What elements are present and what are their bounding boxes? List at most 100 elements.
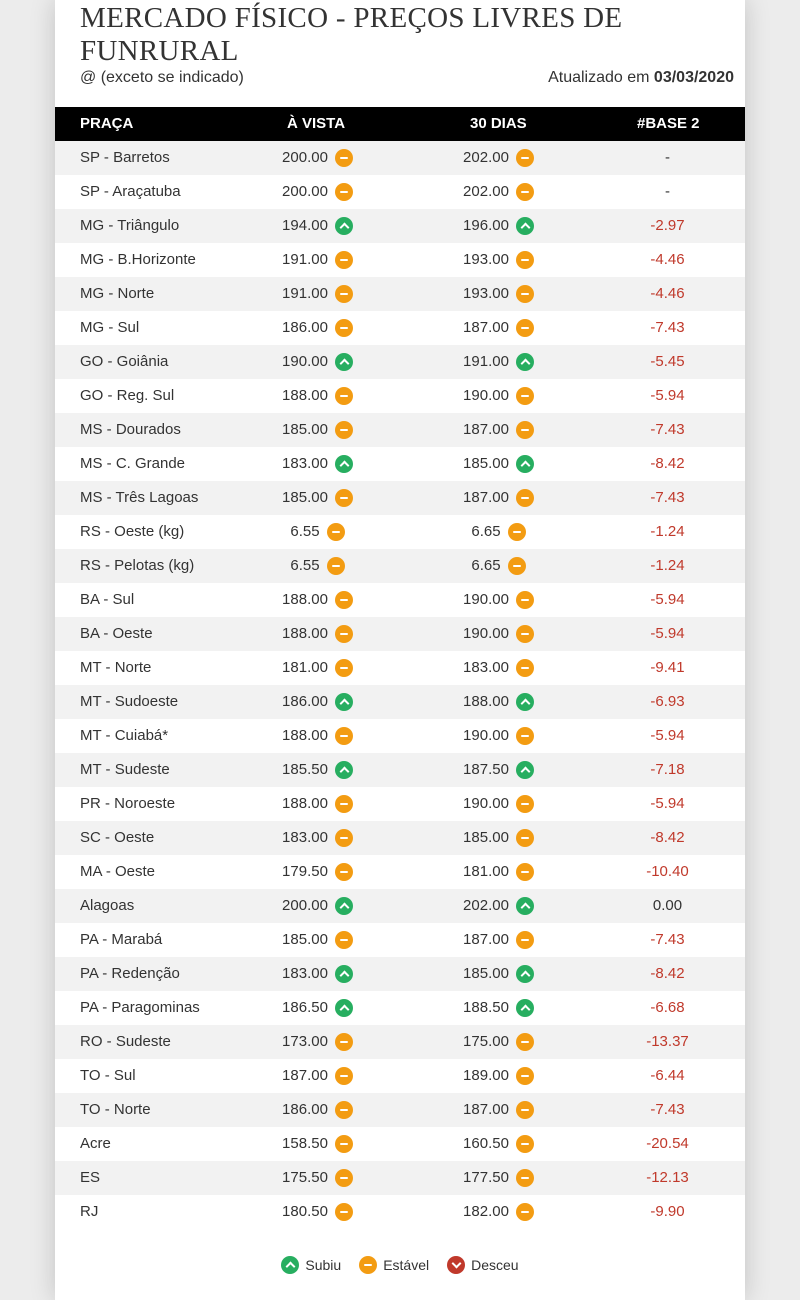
base-cell: -4.46 [650, 285, 685, 302]
arrow-up-icon [515, 353, 534, 371]
vista-value: 188.00 [282, 727, 328, 744]
dias-cell: 190.00 [436, 617, 561, 651]
vista-cell: 186.00 [255, 1093, 380, 1127]
vista-cell: 190.00 [255, 345, 380, 379]
praca-cell: GO - Goiânia [80, 353, 169, 370]
dias-value: 190.00 [463, 795, 509, 812]
base-cell: -8.42 [650, 455, 685, 472]
table-row: RJ 180.50 182.00 -9.90 [55, 1195, 745, 1229]
minus-icon [515, 489, 534, 507]
table-header: PRAÇA À VISTA 30 DIAS #BASE 2 [55, 107, 745, 141]
praca-cell: MG - Triângulo [80, 217, 180, 234]
praca-cell: MT - Norte [80, 659, 152, 676]
minus-icon [507, 557, 526, 575]
praca-cell: MT - Sudeste [80, 761, 170, 778]
base-cell: -12.13 [646, 1169, 689, 1186]
praca-cell: PA - Paragominas [80, 999, 200, 1016]
dias-value: 185.00 [463, 455, 509, 472]
table-row: PR - Noroeste 188.00 190.00 -5.94 [55, 787, 745, 821]
dias-value: 187.50 [463, 761, 509, 778]
arrow-up-icon [334, 353, 353, 371]
base-cell: -8.42 [650, 829, 685, 846]
minus-icon [334, 829, 353, 847]
base-cell: -9.41 [650, 659, 685, 676]
minus-icon [515, 1101, 534, 1119]
minus-icon [334, 1033, 353, 1051]
base-cell: -2.97 [650, 217, 685, 234]
dias-value: 188.00 [463, 693, 509, 710]
arrow-up-icon [515, 965, 534, 983]
minus-icon [334, 863, 353, 881]
vista-value: 191.00 [282, 285, 328, 302]
praca-cell: MT - Cuiabá* [80, 727, 169, 744]
vista-value: 200.00 [282, 183, 328, 200]
praca-cell: MA - Oeste [80, 863, 156, 880]
minus-icon [515, 1067, 534, 1085]
updated-date: 03/03/2020 [653, 69, 734, 86]
dias-cell: 187.00 [436, 481, 561, 515]
column-header-praca: PRAÇA [80, 115, 134, 132]
praca-cell: MG - Norte [80, 285, 155, 302]
vista-cell: 191.00 [255, 277, 380, 311]
arrow-up-icon [334, 999, 353, 1017]
dias-cell: 187.50 [436, 753, 561, 787]
minus-icon [515, 387, 534, 405]
arrow-up-icon [515, 999, 534, 1017]
praca-cell: PA - Marabá [80, 931, 163, 948]
praca-cell: SC - Oeste [80, 829, 155, 846]
table-body: SP - Barretos 200.00 202.00- SP - Araçatuba… [55, 141, 745, 1229]
arrow-up-icon [334, 897, 353, 915]
dias-value: 193.00 [463, 251, 509, 268]
dias-cell: 190.00 [436, 379, 561, 413]
dias-value: 182.00 [463, 1203, 509, 1220]
base-cell: -6.93 [650, 693, 685, 710]
vista-cell: 188.00 [255, 617, 380, 651]
praca-cell: MG - B.Horizonte [80, 251, 196, 268]
minus-icon [334, 1067, 353, 1085]
praca-cell: MS - Três Lagoas [80, 489, 199, 506]
base-cell: -6.44 [650, 1067, 685, 1084]
minus-icon [334, 659, 353, 677]
vista-value: 185.00 [282, 489, 328, 506]
vista-cell: 188.00 [255, 719, 380, 753]
vista-value: 188.00 [282, 591, 328, 608]
table-row: PA - Redenção 183.00 185.00 -8.42 [55, 957, 745, 991]
updated-info: Atualizado em 03/03/2020 [548, 69, 734, 87]
vista-cell: 6.55 [255, 549, 380, 583]
vista-cell: 188.00 [255, 583, 380, 617]
dias-cell: 202.00 [436, 889, 561, 923]
vista-value: 158.50 [282, 1135, 328, 1152]
dias-value: 187.00 [463, 931, 509, 948]
praca-cell: RJ [80, 1203, 99, 1220]
table-row: MS - Dourados 185.00 187.00 -7.43 [55, 413, 745, 447]
praca-cell: RO - Sudeste [80, 1033, 171, 1050]
praca-cell: PA - Redenção [80, 965, 180, 982]
arrow-up-icon [334, 761, 353, 779]
minus-icon [515, 1033, 534, 1051]
minus-icon [334, 727, 353, 745]
base-cell: -20.54 [646, 1135, 689, 1152]
table-row: RS - Oeste (kg) 6.55 6.65 -1.24 [55, 515, 745, 549]
base-cell: -4.46 [650, 251, 685, 268]
base-cell: -7.43 [650, 1101, 685, 1118]
vista-value: 185.50 [282, 761, 328, 778]
arrow-up-icon [515, 693, 534, 711]
base-cell: -7.43 [650, 931, 685, 948]
praca-cell: BA - Sul [80, 591, 135, 608]
minus-icon [334, 1135, 353, 1153]
arrow-up-icon [515, 217, 534, 235]
vista-value: 186.50 [282, 999, 328, 1016]
dias-cell: 191.00 [436, 345, 561, 379]
praca-cell: TO - Sul [80, 1067, 136, 1084]
minus-icon [326, 523, 345, 541]
legend-label-subiu: Subiu [305, 1257, 342, 1273]
table-row: SP - Barretos 200.00 202.00 - [55, 141, 745, 175]
dias-cell: 190.00 [436, 787, 561, 821]
table-row: SC - Oeste 183.00 185.00 -8.42 [55, 821, 745, 855]
praca-cell: TO - Norte [80, 1101, 151, 1118]
vista-value: 188.00 [282, 625, 328, 642]
page-title: MERCADO FÍSICO - PREÇOS LIVRES DE FUNRUR… [80, 2, 623, 67]
minus-icon [334, 1169, 353, 1187]
praca-cell: SP - Barretos [80, 149, 170, 166]
minus-icon [515, 659, 534, 677]
